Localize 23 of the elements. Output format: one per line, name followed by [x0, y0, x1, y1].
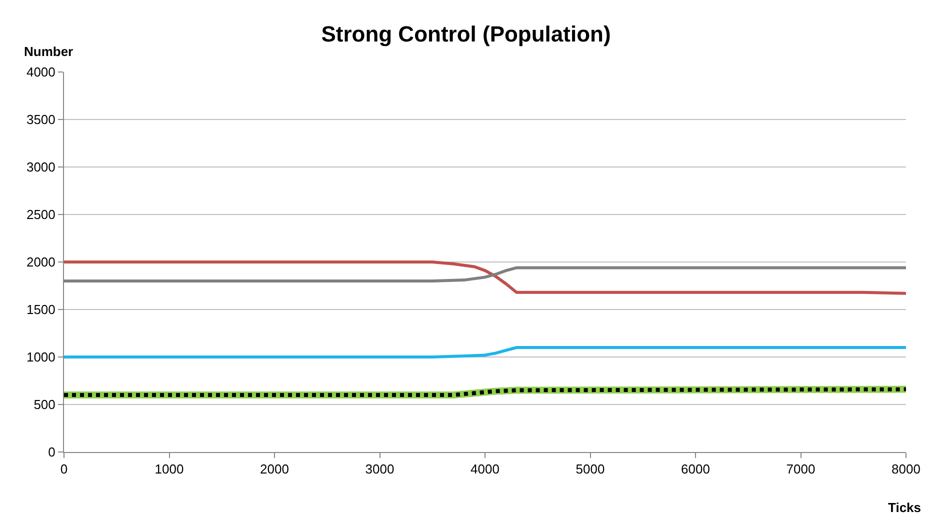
x-tick-label: 8000 [892, 462, 920, 477]
y-tick-label: 3500 [26, 112, 56, 128]
y-tick-label: 4000 [26, 64, 56, 80]
y-tick-label: 500 [34, 397, 56, 412]
y-tick-label: 1000 [26, 350, 56, 365]
x-tick-label: 7000 [786, 462, 816, 477]
line-series [64, 260, 906, 295]
y-tick-label: 2000 [26, 254, 56, 270]
x-tick-label: 2000 [260, 462, 289, 477]
y-tick-label: 0 [48, 444, 56, 460]
x-axis-title: Ticks [888, 500, 922, 515]
x-tick-label: 1000 [154, 462, 184, 477]
y-tick-label: 1500 [26, 302, 56, 318]
x-tick-label: 4000 [470, 462, 500, 477]
y-tick-label: 3000 [26, 160, 56, 175]
x-tick-label: 5000 [576, 462, 605, 477]
x-tick-label: 3000 [365, 462, 394, 477]
x-tick-label: 0 [60, 462, 68, 477]
y-axis-title: Number [24, 44, 74, 59]
chart-title: Strong Control (Population) [321, 22, 611, 47]
line-series [64, 346, 906, 358]
y-tick-label: 2500 [26, 207, 56, 222]
x-tick-label: 6000 [681, 462, 710, 477]
